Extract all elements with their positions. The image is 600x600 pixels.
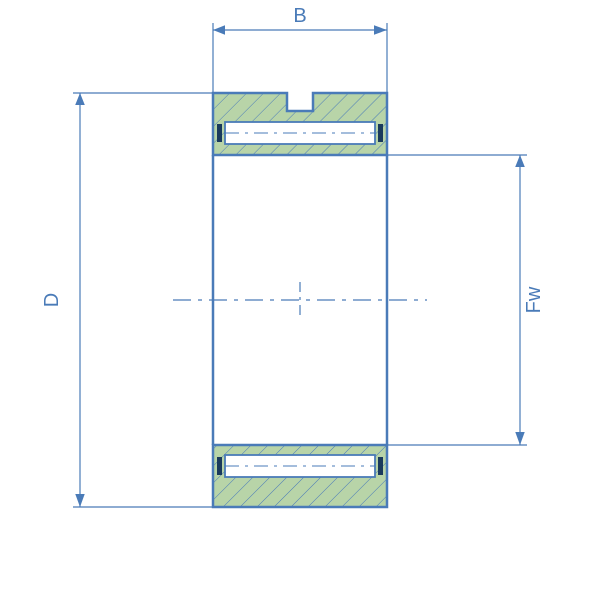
outer-diameter-label: D: [41, 293, 63, 307]
inner-diameter-label: Fw: [523, 286, 545, 313]
bearing-diagram: B D Fw: [0, 0, 600, 600]
width-label: B: [293, 5, 306, 27]
